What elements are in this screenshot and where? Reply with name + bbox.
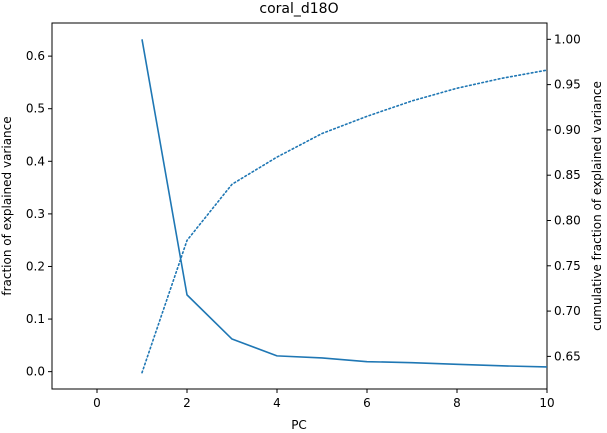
right-y-axis-label: cumulative fraction of explained varianc… xyxy=(590,81,604,331)
left-y-tick-label: 0.3 xyxy=(26,207,45,221)
x-tick-label: 8 xyxy=(453,396,461,410)
left-y-tick-label: 0.4 xyxy=(26,154,45,168)
left-y-tick-label: 0.0 xyxy=(26,365,45,379)
right-y-tick-label: 0.75 xyxy=(554,259,581,273)
left-y-axis-ticks: 0.0 0.1 0.2 0.3 0.4 0.5 0.6 xyxy=(26,49,52,379)
x-tick-label: 10 xyxy=(539,396,554,410)
x-tick-label: 0 xyxy=(93,396,101,410)
right-y-tick-label: 0.65 xyxy=(554,349,581,363)
cumulative-variance-line xyxy=(141,69,548,374)
left-y-tick-label: 0.5 xyxy=(26,102,45,116)
left-y-tick-label: 0.2 xyxy=(26,259,45,273)
right-y-tick-label: 0.95 xyxy=(554,78,581,92)
x-tick-label: 6 xyxy=(363,396,371,410)
x-tick-label: 4 xyxy=(273,396,281,410)
left-y-tick-label: 0.1 xyxy=(26,312,45,326)
chart-title: coral_d18O xyxy=(259,1,338,17)
plot-frame xyxy=(51,22,548,390)
left-y-tick-label: 0.6 xyxy=(26,49,45,63)
x-tick-label: 2 xyxy=(183,396,191,410)
right-y-tick-label: 0.85 xyxy=(554,168,581,182)
series-layer xyxy=(141,39,548,374)
right-y-tick-label: 0.80 xyxy=(554,213,581,227)
x-axis-label: PC xyxy=(291,418,307,432)
right-y-axis-ticks: 0.65 0.70 0.75 0.80 0.85 0.90 0.95 1.00 xyxy=(547,32,581,363)
left-y-axis-label: fraction of explained variance xyxy=(0,116,14,295)
right-y-tick-label: 0.90 xyxy=(554,123,581,137)
x-axis-ticks: 0 2 4 6 8 10 xyxy=(93,389,555,410)
explained-variance-line xyxy=(141,39,548,368)
right-y-tick-label: 0.70 xyxy=(554,304,581,318)
right-y-tick-label: 1.00 xyxy=(554,32,581,46)
